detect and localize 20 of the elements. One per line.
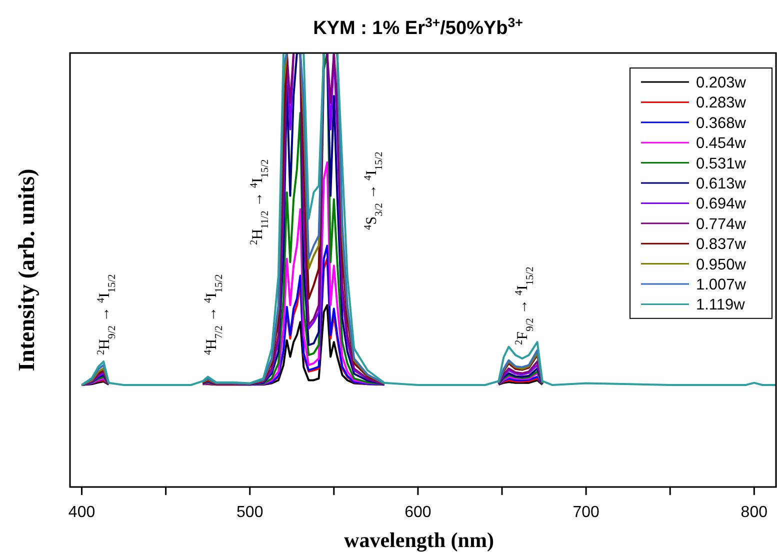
legend-label: 0.837w — [696, 236, 747, 254]
legend-label: 0.203w — [696, 74, 747, 92]
x-tick-label: 500 — [236, 504, 264, 521]
x-tick-label: 400 — [68, 504, 96, 521]
y-axis-title: Intensity (arb. units) — [14, 168, 39, 372]
legend-label: 0.694w — [696, 196, 747, 213]
legend-label: 0.454w — [696, 135, 747, 152]
legend-label: 1.119w — [696, 296, 746, 314]
x-axis-title: wavelength (nm) — [344, 528, 494, 552]
legend-label: 0.613w — [696, 176, 747, 192]
x-tick-label: 600 — [404, 504, 432, 521]
legend-label: 0.774w — [696, 216, 747, 233]
legend-label: 0.283w — [696, 94, 747, 112]
legend-label: 1.007w — [696, 276, 747, 294]
legend-label: 0.531w — [696, 155, 747, 172]
legend-label: 0.368w — [696, 114, 747, 132]
legend-label: 0.950w — [696, 256, 747, 274]
x-tick-label: 800 — [740, 504, 768, 521]
chart-title: KYM : 1% Er$^{3+}$/50%Yb$^{3+}$ — [313, 14, 524, 39]
x-tick-label: 700 — [572, 504, 600, 521]
